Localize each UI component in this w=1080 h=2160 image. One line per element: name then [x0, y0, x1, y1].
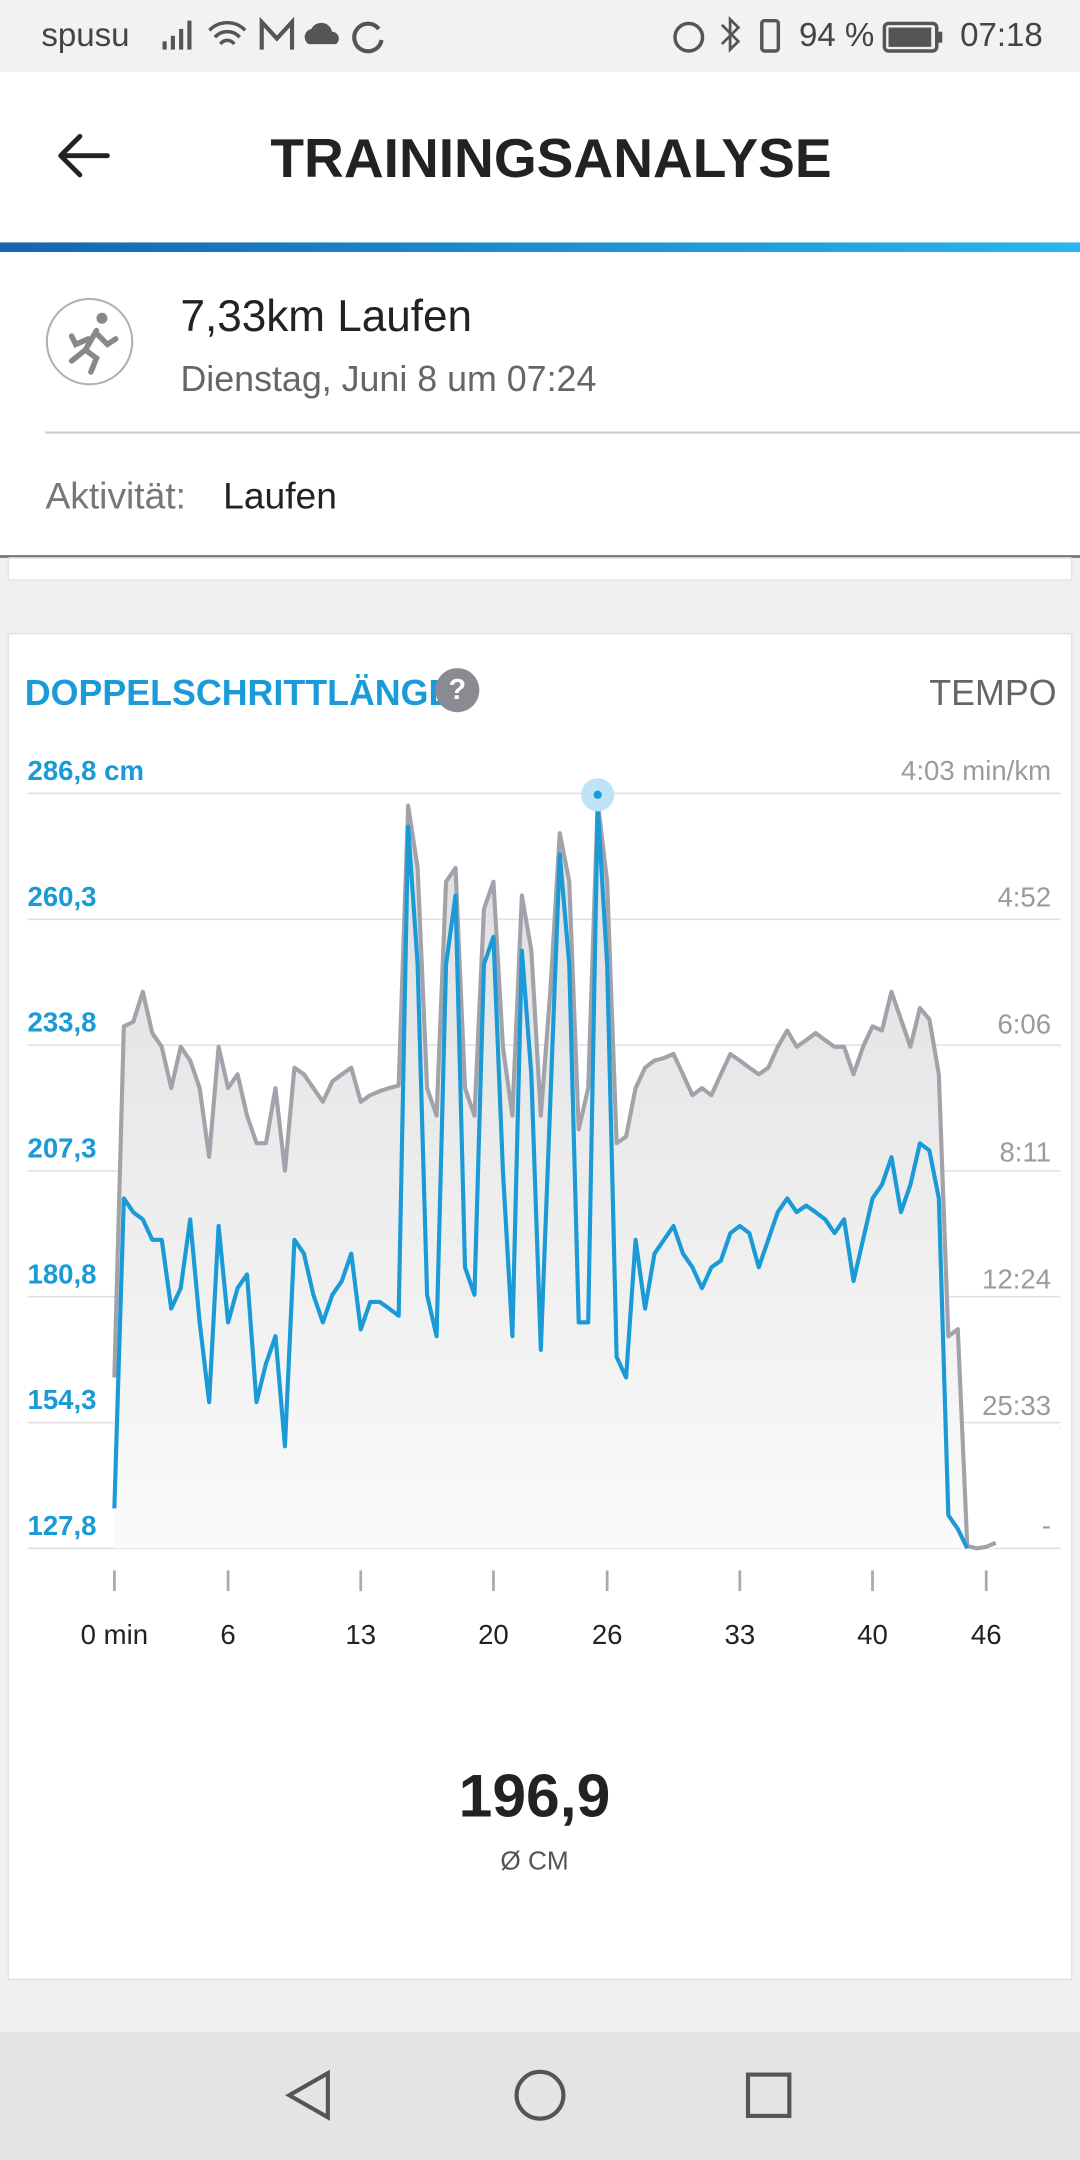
battery-level: 94 % — [799, 17, 874, 54]
clock: 07:18 — [960, 17, 1043, 54]
status-icons — [162, 15, 943, 54]
y-tick-label: 154,3 — [28, 1384, 97, 1415]
x-tick-label: 46 — [971, 1619, 1002, 1650]
nav-recents[interactable] — [745, 2072, 792, 2118]
summary-value: 196,9 — [459, 1761, 611, 1829]
activity-label: Aktivität: — [45, 475, 186, 517]
summary-label: Ø CM — [500, 1845, 568, 1875]
x-tick-label: 0 min — [81, 1619, 148, 1650]
x-tick-label: 20 — [478, 1619, 509, 1650]
app-header — [0, 71, 1080, 243]
y-tick-label: 180,8 — [28, 1258, 97, 1289]
y2-tick-label: - — [1042, 1510, 1051, 1541]
activity-title: 7,33km Laufen — [180, 292, 472, 341]
runner-glyph — [68, 312, 119, 375]
help-icon: ? — [449, 674, 467, 706]
y-tick-label: 233,8 — [28, 1007, 97, 1038]
series-line — [112, 803, 970, 1550]
x-tick-label: 6 — [220, 1619, 235, 1650]
y2-tick-label: 4:52 — [997, 881, 1051, 912]
highlight-dot — [593, 790, 602, 799]
y-tick-label: 127,8 — [28, 1510, 97, 1541]
area-fill — [114, 801, 996, 1549]
x-tick-label: 40 — [857, 1619, 888, 1650]
y-tick-label: 286,8 cm — [28, 755, 144, 786]
header-accent — [0, 242, 1080, 253]
x-tick-label: 33 — [725, 1619, 756, 1650]
y-tick-label: 207,3 — [28, 1133, 97, 1164]
series-line — [112, 799, 997, 1551]
nav-bar — [0, 2031, 1080, 2160]
nav-back[interactable] — [285, 2069, 330, 2121]
y2-tick-label: 12:24 — [982, 1263, 1051, 1294]
x-tick-label: 13 — [345, 1619, 376, 1650]
page-title: TRAININGSANALYSE — [270, 127, 831, 189]
x-tick-label: 26 — [592, 1619, 623, 1650]
y-tick-label: 260,3 — [28, 881, 97, 912]
card-strip — [7, 557, 1073, 581]
help-button[interactable] — [435, 668, 480, 713]
back-button[interactable] — [58, 133, 110, 178]
y2-tick-label: 4:03 min/km — [901, 755, 1051, 786]
nav-home[interactable] — [514, 2069, 566, 2121]
y2-tick-label: 25:33 — [982, 1390, 1051, 1421]
y2-tick-label: 6:06 — [997, 1008, 1051, 1039]
activity-card — [0, 252, 1080, 557]
chart-title: DOPPELSCHRITTLÄNGE — [25, 673, 453, 713]
activity-date: Dienstag, Juni 8 um 07:24 — [180, 359, 596, 399]
activity-value: Laufen — [223, 475, 337, 517]
y2-tick-label: 8:11 — [999, 1136, 1051, 1167]
carrier: spusu — [41, 17, 129, 54]
secondary-metric-toggle[interactable]: TEMPO — [929, 673, 1056, 713]
plot: 286,8 cm 260,3 233,8 207,3 180,8 154,3 127,8 4:… — [28, 755, 1061, 1650]
